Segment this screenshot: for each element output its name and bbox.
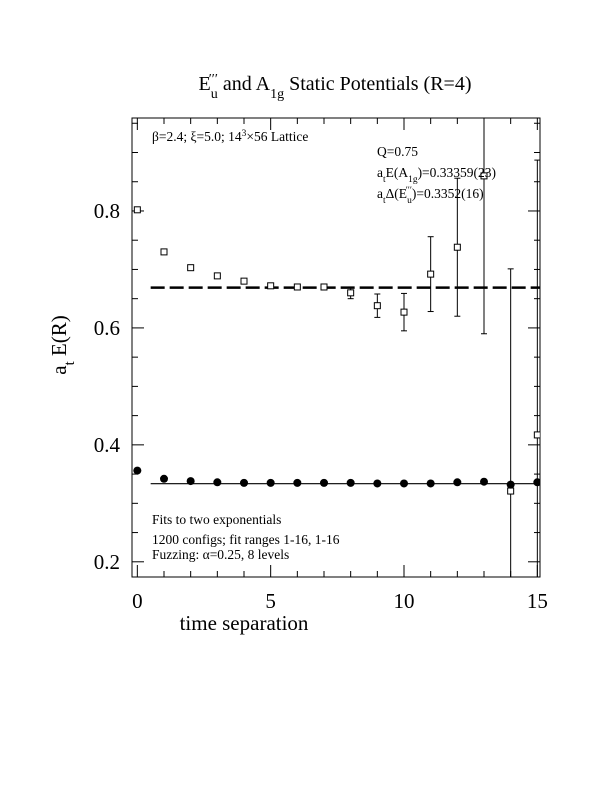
text-part: Fuzzing: α=0.25, 8 levels [152,547,289,562]
rich-text: atE(A1g)=0.33359(23) [377,165,496,185]
data-point [240,478,248,487]
data-point [320,478,328,487]
text-part: )=0.3352(16) [412,186,484,201]
rich-text: Fuzzing: α=0.25, 8 levels [152,547,289,562]
text-part: 1200 configs; fit ranges 1-16, 1-16 [152,532,340,547]
data-point [133,206,141,214]
script-text: u [211,87,218,102]
text-part: and A [218,73,271,95]
y-tick-label: 0.8 [94,199,120,223]
text-part: Q=0.75 [377,144,418,159]
rich-text: Eu′′′ and A1g Static Potentials (R=4) [199,72,472,102]
script-text: 3 [242,129,247,139]
text-part: a [47,365,71,375]
script-text: t [383,175,386,185]
data-point [347,289,355,297]
plot-area [133,118,540,577]
data-point [187,264,195,272]
text-part: Δ(E [386,186,407,201]
text-part: ×56 Lattice [246,129,308,144]
x-axis-label: time separation [180,611,309,635]
script-text: u [407,196,412,206]
data-point [480,477,488,486]
data-point [427,270,435,278]
data-point [507,487,515,495]
data-point [533,431,540,439]
data-point [293,478,302,487]
data-point [506,480,515,489]
script-text: 1g [408,175,418,185]
data-point [160,474,168,483]
text-part: Static Potentials (R=4) [284,73,471,95]
data-point [373,479,382,488]
data-point [320,283,328,291]
data-point [267,282,275,290]
rich-text: at E(R) [47,315,78,375]
x-tick-label: 5 [265,589,276,613]
script-text: t [383,196,386,206]
y-tick-label: 0.2 [94,550,120,574]
data-point [373,302,381,310]
text-part: β=2.4; ξ=5.0; 14 [152,129,242,144]
data-point [453,243,461,251]
text-part: E [199,73,211,95]
data-point [346,478,355,487]
plot-frame [131,117,541,578]
data-point [400,308,408,316]
data-point [186,477,195,486]
text-part: E(R) [47,315,71,361]
text-part: a [377,186,383,201]
rich-text: Fits to two exponentials [152,512,281,527]
data-point [240,277,248,285]
rich-text: Q=0.75 [377,144,418,159]
data-point [533,478,540,487]
x-tick-label: 10 [394,589,415,613]
data-point [213,478,222,487]
data-point [480,172,488,180]
script-text: ′′′ [406,186,412,196]
data-point [266,478,275,487]
data-point [293,283,301,291]
text-part: )=0.33359(23) [418,165,496,180]
y-tick-label: 0.6 [94,316,120,340]
script-text: ′′′ [209,72,218,87]
rich-text: 1200 configs; fit ranges 1-16, 1-16 [152,532,340,547]
text-part: a [377,165,383,180]
x-tick-label: 15 [527,589,548,613]
data-point [160,248,168,256]
script-text: 1g [270,87,284,102]
data-point [213,272,221,280]
data-point [400,479,408,488]
data-point [426,479,435,488]
x-tick-label: 0 [132,589,143,613]
text-part: Fits to two exponentials [152,512,281,527]
text-part: E(A [386,165,409,180]
data-point [133,466,142,475]
rich-text: β=2.4; ξ=5.0; 143×56 Lattice [152,129,308,144]
y-tick-label: 0.4 [94,433,121,457]
rich-text: atΔ(Eu′′′)=0.3352(16) [377,186,484,206]
script-text: t [62,361,78,365]
data-point [453,478,462,487]
